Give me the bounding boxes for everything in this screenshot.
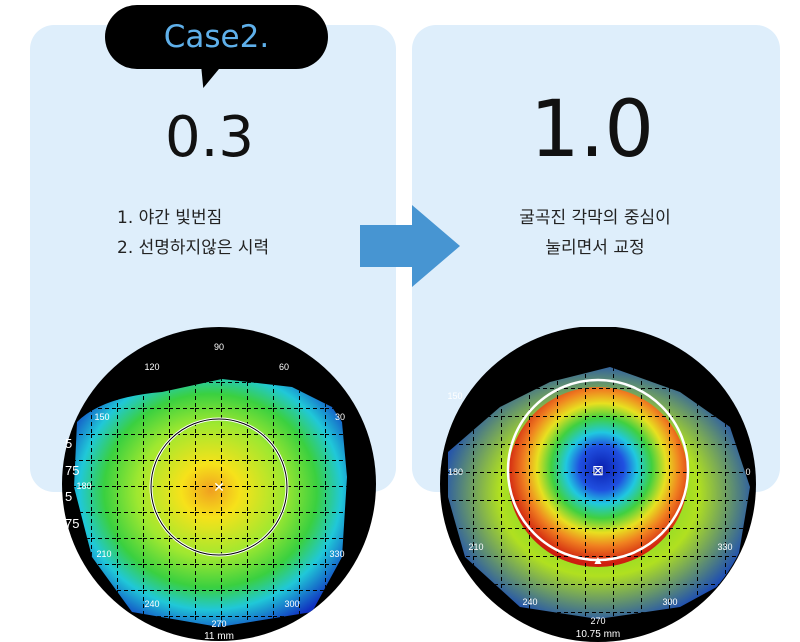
angle-label: 240: [144, 599, 159, 609]
angle-label: 180: [76, 481, 91, 491]
angle-label: 150: [447, 391, 462, 401]
apex-mark-icon: ▲: [592, 553, 604, 567]
angle-label: 270: [590, 616, 605, 626]
angle-label: 270: [211, 619, 226, 629]
angle-label: 300: [284, 599, 299, 609]
legend-fragment: 5: [65, 436, 72, 451]
center-mark-icon: ✕: [213, 479, 225, 495]
legend-fragment: 75: [65, 463, 79, 478]
topography-map-before: ✕ 90 120 60 150 30 180 210 330 240 300 2…: [62, 327, 376, 642]
symptom-item: 1. 야간 빛번짐: [117, 208, 223, 228]
angle-label: 210: [468, 542, 483, 552]
map-scale: 10.75 mm: [576, 629, 620, 640]
result-description: 굴곡진 각막의 중심이 눌리면서 교정: [470, 203, 720, 263]
legend-fragment: 75: [65, 516, 79, 531]
angle-label: 30: [335, 412, 345, 422]
center-mark-icon: ⊠: [592, 462, 604, 478]
after-acuity: 1.0: [530, 85, 655, 175]
angle-label: 330: [717, 542, 732, 552]
angle-label: 240: [522, 597, 537, 607]
topography-map-after: ⊠ ▲ 150 180 210 240 270 300 330 0 10.75 …: [440, 327, 756, 642]
angle-label: 90: [214, 342, 224, 352]
symptom-item: 2. 선명하지않은 시력: [117, 238, 270, 258]
angle-label: 300: [662, 597, 677, 607]
angle-label: 210: [96, 549, 111, 559]
angle-label: 150: [94, 412, 109, 422]
angle-label: 0: [745, 467, 750, 477]
description-line: 눌리면서 교정: [545, 238, 645, 258]
case-label: Case2.: [163, 19, 270, 55]
before-acuity: 0.3: [165, 105, 255, 170]
angle-label: 180: [448, 467, 463, 477]
case-bubble: Case2.: [105, 5, 328, 69]
legend-fragment: 5: [65, 489, 72, 504]
angle-label: 60: [279, 362, 289, 372]
description-line: 굴곡진 각막의 중심이: [519, 208, 671, 228]
angle-label: 120: [144, 362, 159, 372]
map-scale: 11 mm: [204, 631, 234, 642]
angle-label: 330: [329, 549, 344, 559]
arrow-right-icon: [360, 205, 460, 287]
symptom-list: 1. 야간 빛번짐 2. 선명하지않은 시력: [117, 203, 269, 263]
